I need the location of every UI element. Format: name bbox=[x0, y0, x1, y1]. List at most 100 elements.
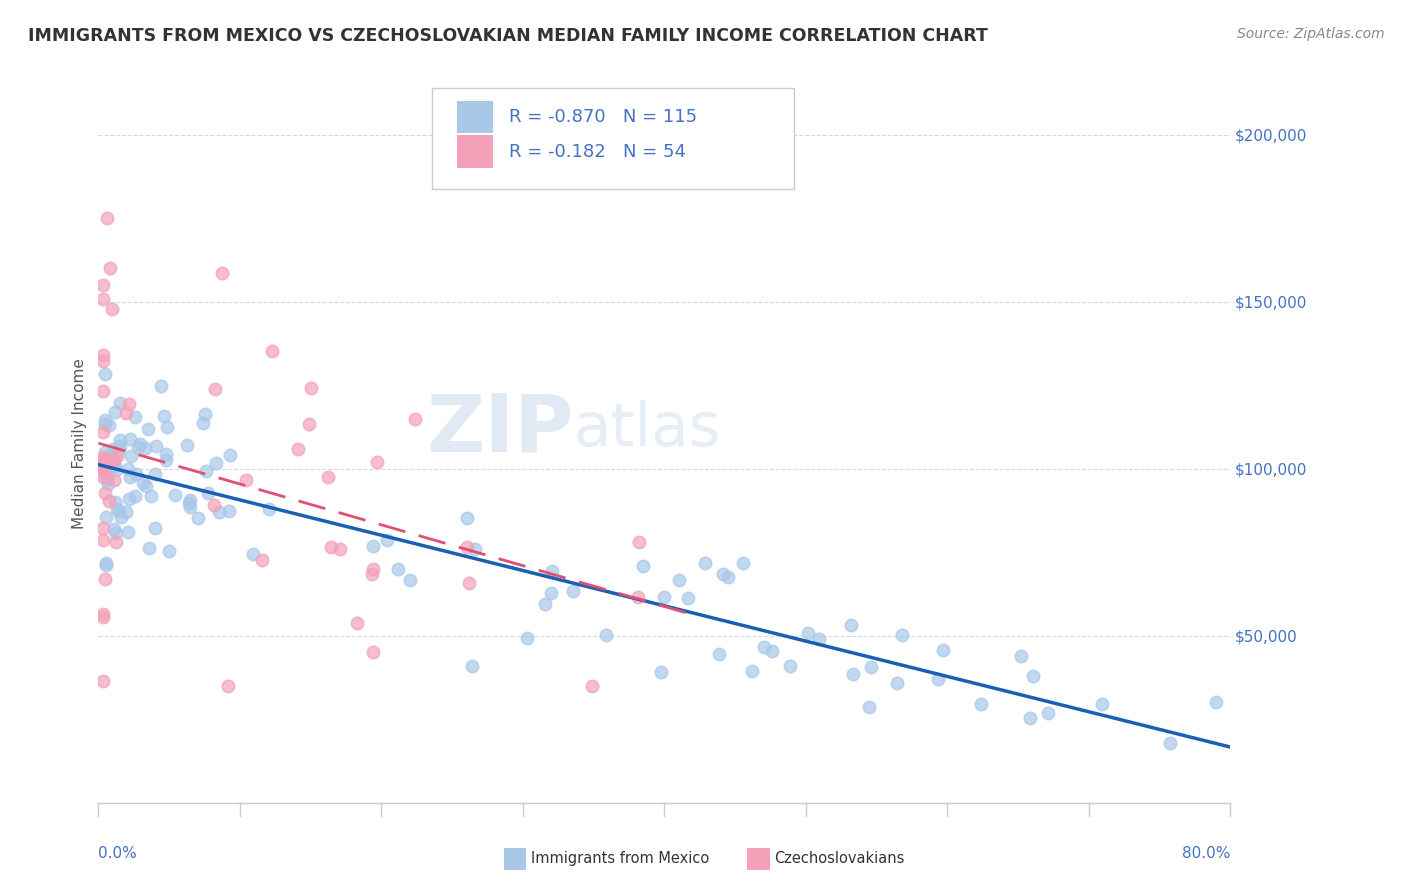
Point bbox=[970, 698, 993, 712]
Point bbox=[733, 556, 755, 570]
Point bbox=[193, 416, 215, 430]
Point bbox=[1022, 669, 1045, 683]
Point bbox=[135, 479, 157, 493]
Point bbox=[858, 700, 880, 714]
Point bbox=[104, 535, 127, 549]
Point bbox=[91, 470, 114, 484]
Point bbox=[202, 498, 225, 512]
Point bbox=[108, 396, 131, 410]
Point bbox=[1011, 649, 1033, 664]
Point bbox=[516, 631, 538, 645]
Point bbox=[176, 438, 198, 452]
Point bbox=[404, 411, 426, 425]
Point bbox=[105, 449, 128, 463]
Point bbox=[316, 469, 339, 483]
Point bbox=[886, 676, 908, 690]
Point bbox=[668, 573, 690, 587]
Point bbox=[131, 475, 153, 490]
Point bbox=[219, 448, 242, 462]
Point bbox=[650, 665, 672, 679]
Point bbox=[100, 301, 122, 316]
Point bbox=[114, 406, 136, 420]
Point bbox=[931, 642, 953, 657]
Point bbox=[96, 556, 118, 570]
Point bbox=[91, 533, 114, 548]
Point bbox=[136, 422, 159, 436]
Point bbox=[91, 462, 114, 476]
Point bbox=[117, 524, 139, 539]
Point bbox=[118, 470, 141, 484]
Point bbox=[361, 562, 384, 576]
Point bbox=[534, 597, 557, 611]
Point bbox=[103, 453, 125, 467]
Point bbox=[761, 644, 783, 658]
Point bbox=[104, 405, 127, 419]
Point bbox=[134, 441, 156, 455]
Point bbox=[94, 417, 117, 431]
Point bbox=[387, 562, 409, 576]
FancyBboxPatch shape bbox=[432, 88, 794, 189]
Point bbox=[360, 566, 382, 581]
Point bbox=[91, 450, 114, 465]
Point bbox=[124, 489, 146, 503]
Point bbox=[97, 461, 120, 475]
Text: ZIP: ZIP bbox=[426, 391, 574, 468]
Point bbox=[860, 659, 883, 673]
Point bbox=[779, 659, 801, 673]
Point bbox=[105, 501, 128, 516]
Y-axis label: Median Family Income: Median Family Income bbox=[72, 359, 87, 529]
Point bbox=[118, 432, 141, 446]
Point bbox=[143, 521, 166, 535]
Point bbox=[120, 449, 142, 463]
Point bbox=[103, 473, 125, 487]
Point bbox=[117, 462, 139, 476]
Point bbox=[457, 576, 479, 591]
Point bbox=[218, 503, 240, 517]
Point bbox=[204, 382, 226, 396]
Point bbox=[98, 261, 121, 276]
Point bbox=[108, 439, 131, 453]
Point bbox=[127, 440, 149, 454]
Text: Source: ZipAtlas.com: Source: ZipAtlas.com bbox=[1237, 27, 1385, 41]
Point bbox=[143, 467, 166, 481]
Point bbox=[631, 559, 654, 574]
Point bbox=[91, 674, 114, 689]
Point bbox=[346, 615, 368, 630]
Point bbox=[1205, 695, 1227, 709]
Point bbox=[627, 590, 650, 604]
Point bbox=[693, 556, 716, 570]
Point bbox=[108, 504, 131, 518]
Point bbox=[287, 442, 309, 456]
Point bbox=[91, 425, 114, 439]
Point bbox=[118, 397, 141, 411]
Point bbox=[155, 447, 177, 461]
Point bbox=[93, 278, 115, 293]
Point bbox=[115, 505, 138, 519]
Point bbox=[150, 379, 173, 393]
Point bbox=[96, 471, 118, 485]
Point bbox=[104, 458, 127, 473]
Point bbox=[100, 449, 122, 463]
Text: atlas: atlas bbox=[574, 400, 721, 458]
Point bbox=[1091, 697, 1114, 711]
Point bbox=[91, 354, 114, 368]
Point bbox=[464, 542, 486, 557]
Point bbox=[104, 495, 127, 509]
Text: 0.0%: 0.0% bbox=[98, 846, 138, 861]
Point bbox=[94, 572, 117, 586]
Point bbox=[153, 409, 176, 423]
Point bbox=[235, 474, 257, 488]
Point bbox=[205, 456, 228, 470]
Point bbox=[839, 617, 862, 632]
Point bbox=[361, 539, 384, 553]
Point bbox=[105, 462, 128, 476]
Point bbox=[456, 541, 478, 555]
Text: 80.0%: 80.0% bbox=[1182, 846, 1230, 861]
Point bbox=[456, 510, 478, 524]
Text: R = -0.182   N = 54: R = -0.182 N = 54 bbox=[509, 143, 686, 161]
Point bbox=[257, 501, 280, 516]
Point bbox=[891, 628, 914, 642]
Point bbox=[118, 492, 141, 507]
Point bbox=[581, 679, 603, 693]
Text: R = -0.870   N = 115: R = -0.870 N = 115 bbox=[509, 108, 697, 126]
